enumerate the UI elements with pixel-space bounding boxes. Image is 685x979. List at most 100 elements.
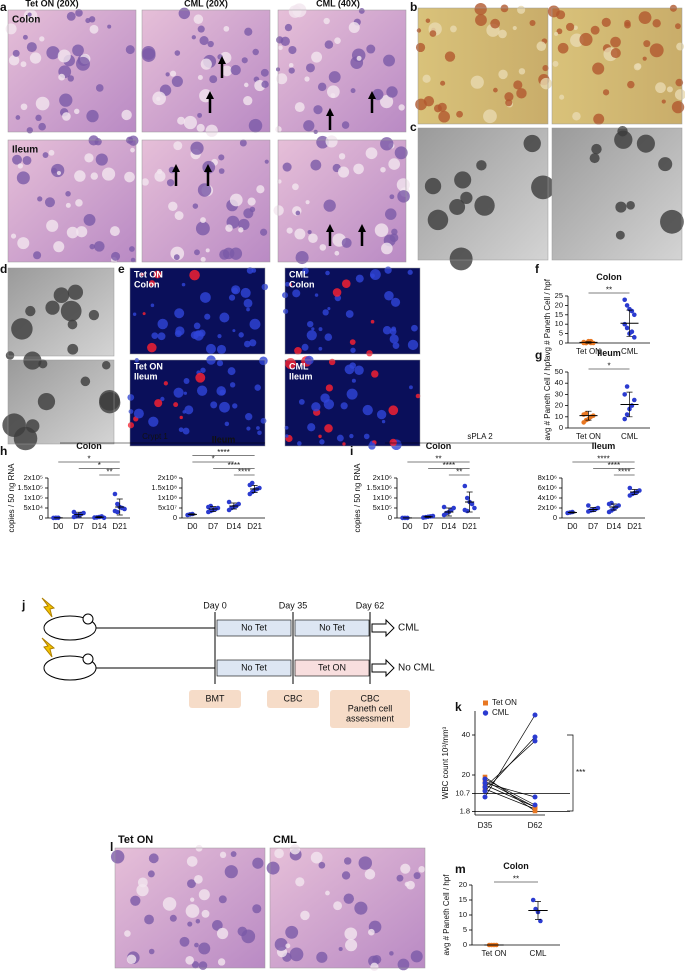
- image-texture: [75, 9, 83, 17]
- image-texture: [202, 910, 210, 918]
- data-point: [483, 777, 488, 782]
- image-texture: [658, 157, 672, 171]
- image-texture: [206, 248, 210, 252]
- image-texture: [384, 291, 394, 301]
- image-texture: [183, 428, 190, 435]
- image-texture: [142, 46, 156, 60]
- day-label: Day 0: [203, 600, 227, 610]
- image-texture: [306, 63, 315, 72]
- image-texture: [426, 18, 431, 23]
- image-texture: [325, 271, 330, 276]
- significance-label: ****: [443, 461, 455, 470]
- image-texture: [416, 394, 421, 399]
- image-texture: [381, 243, 393, 255]
- image-texture: [192, 35, 196, 39]
- image-texture: [197, 386, 207, 396]
- image-texture: [411, 325, 418, 332]
- x-tick-label: D62: [528, 821, 543, 830]
- image-texture: [107, 25, 111, 29]
- image-texture: [354, 902, 367, 915]
- image-texture: [602, 18, 611, 27]
- y-tick-label: 1.8: [460, 806, 470, 815]
- image-texture: [617, 126, 627, 136]
- image-texture: [198, 183, 211, 196]
- image-texture: [14, 427, 38, 451]
- data-point: [628, 486, 633, 491]
- chart-title: Colon: [426, 441, 452, 451]
- image-texture: [23, 35, 28, 40]
- image-texture: [96, 153, 108, 165]
- image-texture: [51, 168, 57, 174]
- legend-label: Tet ON: [492, 698, 517, 707]
- image-texture: [265, 160, 269, 164]
- significance-bracket: [567, 735, 573, 811]
- image-texture: [425, 178, 441, 194]
- lightning: [42, 638, 54, 657]
- y-tick-label: 6x10⁶: [538, 483, 557, 492]
- image-label: CML: [273, 834, 297, 846]
- image-texture: [354, 366, 363, 375]
- image-texture: [179, 427, 184, 432]
- image-texture: [476, 160, 486, 170]
- image-texture: [344, 927, 357, 940]
- image-texture: [6, 351, 14, 359]
- image-texture: [554, 32, 558, 36]
- image-texture: [172, 76, 183, 87]
- image-texture: [342, 121, 350, 129]
- image-texture: [415, 99, 427, 111]
- image-texture: [81, 377, 91, 387]
- image-texture: [232, 287, 238, 293]
- image-texture: [230, 248, 242, 260]
- image-panel: [267, 844, 425, 971]
- image-texture: [593, 114, 604, 125]
- significance-label: *: [87, 455, 90, 464]
- y-tick-label: 15: [555, 310, 563, 319]
- image-texture: [198, 943, 210, 955]
- image-texture: [133, 313, 136, 316]
- x-tick-label: D0: [53, 522, 64, 531]
- image-texture: [414, 872, 421, 879]
- image-texture: [318, 435, 321, 438]
- image-texture: [59, 93, 72, 106]
- y-tick-label: 4x10⁶: [538, 493, 557, 502]
- image-texture: [616, 231, 625, 240]
- image-texture: [409, 385, 413, 389]
- image-texture: [385, 208, 397, 220]
- y-tick-label: 1.5x10⁸: [151, 483, 177, 492]
- x-tick-label: CML: [621, 347, 638, 356]
- image-texture: [285, 943, 290, 948]
- image-texture: [228, 367, 236, 375]
- y-tick-label: 5: [559, 329, 563, 338]
- data-point: [102, 516, 107, 521]
- image-texture: [288, 46, 296, 54]
- image-texture: [174, 254, 180, 260]
- x-tick-label: D7: [423, 522, 434, 531]
- y-tick-label: 1.5x10⁵: [17, 483, 43, 492]
- image-texture: [184, 116, 197, 129]
- image-texture: [255, 384, 261, 390]
- image-texture: [323, 18, 329, 24]
- y-tick-label: 20: [555, 300, 563, 309]
- image-texture: [406, 881, 415, 890]
- image-label: Colon: [289, 279, 315, 289]
- data-point: [208, 504, 213, 509]
- image-texture: [23, 352, 41, 370]
- image-texture: [408, 270, 413, 275]
- image-texture: [164, 381, 168, 385]
- image-texture: [196, 919, 200, 923]
- data-point: [451, 506, 456, 511]
- image-panel: [415, 3, 552, 124]
- image-texture: [283, 163, 292, 172]
- x-tick-label: D7: [588, 522, 599, 531]
- step-label: assessment: [346, 713, 395, 723]
- image-texture: [308, 230, 312, 234]
- image-texture: [151, 332, 158, 339]
- step-label: BMT: [206, 693, 226, 703]
- image-texture: [223, 26, 229, 32]
- image-texture: [370, 963, 378, 971]
- image-texture: [241, 288, 251, 298]
- image-texture: [143, 312, 146, 315]
- image-texture: [27, 42, 37, 52]
- y-tick-label: 15: [459, 895, 467, 904]
- image-texture: [290, 948, 304, 962]
